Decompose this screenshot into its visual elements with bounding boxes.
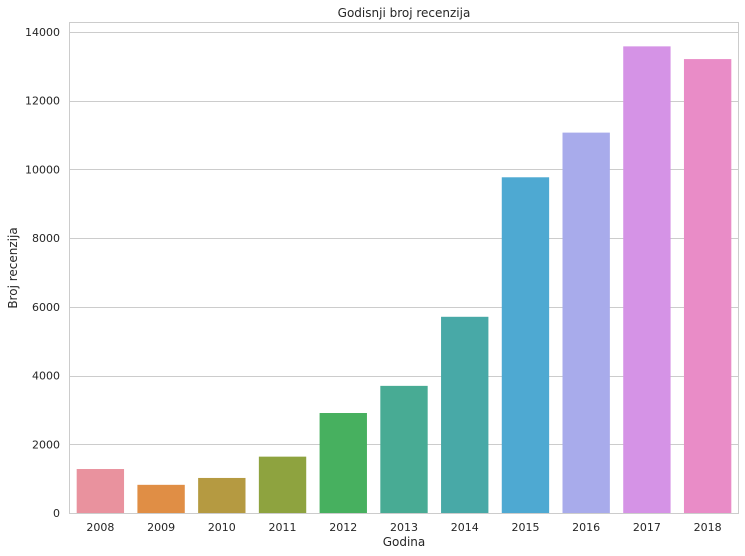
x-tick-label: 2008 [86,521,114,534]
bar-2015 [501,177,550,513]
y-tick-label: 8000 [32,232,60,245]
x-tick-label: 2015 [511,521,539,534]
bar-2012 [319,413,367,513]
x-tick-label: 2009 [147,521,175,534]
y-tick-label: 4000 [32,370,60,383]
x-tick-label: 2018 [694,521,722,534]
y-tick-labels: 0 2000 4000 6000 8000 10000 12000 14000 [25,26,60,520]
x-tick-label: 2017 [633,521,661,534]
y-tick-label: 14000 [25,26,60,39]
bar-2013 [380,385,428,513]
x-tick-label: 2010 [208,521,236,534]
y-tick-label: 6000 [32,301,60,314]
bar-2009 [137,484,185,513]
y-axis-label: Broj recenzija [6,227,20,308]
y-tick-label: 0 [53,507,60,520]
chart-title: Godisnji broj recenzija [338,6,471,20]
bar-2018 [683,59,732,513]
y-tick-label: 2000 [32,438,60,451]
x-tick-label: 2011 [269,521,297,534]
x-tick-labels: 2008 2009 2010 2011 2012 2013 2014 2015 2016 2017… [86,521,721,534]
y-tick-label: 12000 [25,95,60,108]
bar-2008 [76,469,125,513]
bar-2017 [623,46,671,513]
bars [76,46,732,513]
x-tick-label: 2012 [329,521,357,534]
bar-2014 [441,316,489,513]
x-tick-label: 2016 [572,521,600,534]
x-axis-label: Godina [383,535,426,549]
bar-2010 [198,477,246,513]
x-tick-label: 2013 [390,521,418,534]
bar-2016 [562,132,610,513]
x-tick-label: 2014 [451,521,479,534]
y-tick-label: 10000 [25,163,60,176]
bar-2011 [258,456,307,513]
